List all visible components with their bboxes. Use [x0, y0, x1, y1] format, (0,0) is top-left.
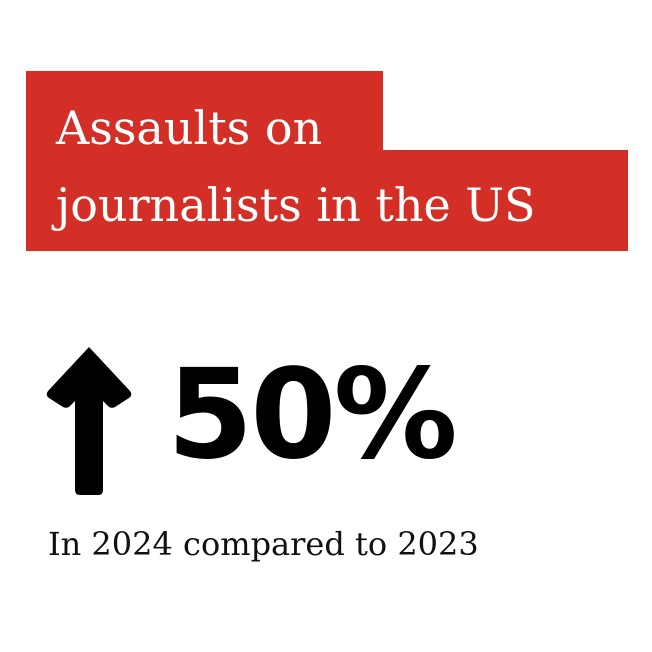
title-banner-line-2: journalists in the US — [26, 150, 628, 251]
title-banner-line-1: Assaults on — [26, 71, 383, 161]
title-text-line-2: journalists in the US — [56, 178, 536, 232]
stat-value: 50% — [167, 343, 458, 487]
arrow-up-icon — [46, 347, 132, 495]
title-text-line-1: Assaults on — [56, 101, 323, 155]
caption: In 2024 compared to 2023 — [48, 525, 479, 563]
